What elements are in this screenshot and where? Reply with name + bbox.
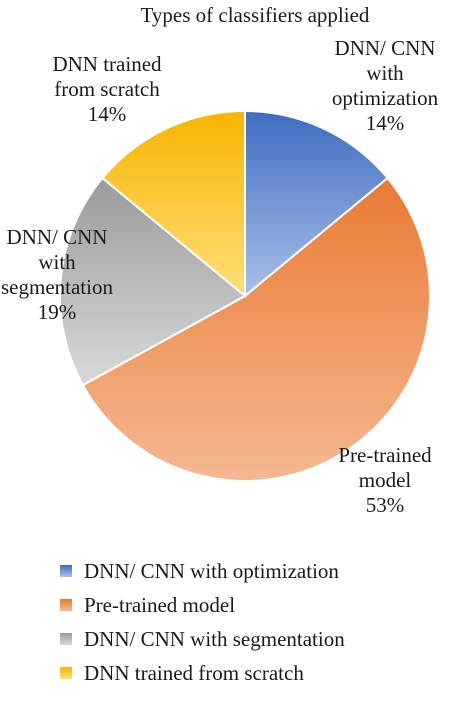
legend-swatch (60, 599, 72, 611)
legend-swatch (60, 565, 72, 577)
legend-entry: DNN/ CNN with segmentation (84, 627, 345, 651)
pie-slice (101, 109, 246, 299)
pie-slice (59, 176, 247, 387)
pie-slice (244, 109, 389, 299)
slice-label: DNN/ CNN with segmentation 19% (1, 225, 113, 324)
legend-swatch (60, 633, 72, 645)
slice-label: DNN/ CNN with optimization 14% (332, 36, 439, 135)
legend-entry: DNN trained from scratch (84, 661, 304, 685)
slice-label: Pre-trained model 53% (338, 443, 432, 517)
legend-swatch (60, 667, 72, 679)
chart-title: Types of classifiers applied (141, 3, 370, 27)
slice-label: DNN trained from scratch 14% (52, 52, 162, 126)
legend-entry: Pre-trained model (84, 593, 235, 617)
pie-slice (81, 176, 431, 482)
legend-entry: DNN/ CNN with optimization (84, 559, 339, 583)
legend: DNN/ CNN with optimization Pre-trained mo… (60, 559, 345, 685)
